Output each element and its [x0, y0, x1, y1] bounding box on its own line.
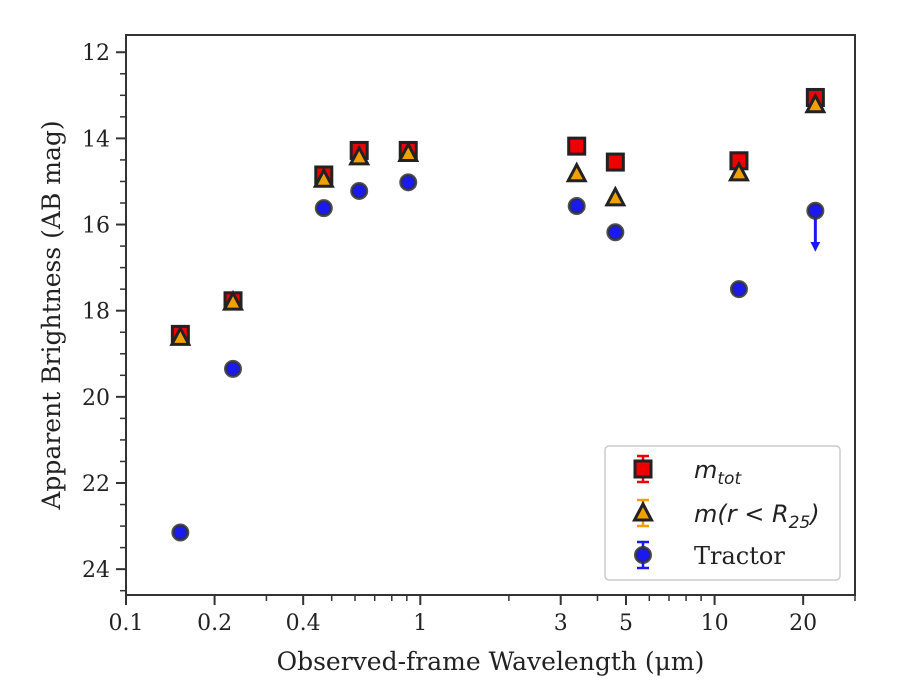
tractor-point	[806, 201, 825, 220]
x-tick-label: 0.4	[286, 611, 321, 636]
mr25-point	[804, 92, 827, 114]
mr25-point	[397, 141, 420, 162]
tractor-point	[171, 523, 190, 542]
y-tick-label: 14	[82, 127, 110, 152]
x-tick-label: 0.1	[109, 611, 144, 636]
x-tick-label: 10	[701, 611, 729, 636]
y-tick-label: 22	[82, 472, 110, 497]
tractor-point	[350, 181, 369, 200]
mr25-point	[312, 167, 335, 188]
y-axis-label: Apparent Brightness (AB mag)	[37, 120, 66, 510]
x-axis-label: Observed-frame Wavelength (μm)	[277, 647, 705, 676]
tractor-point	[729, 280, 748, 299]
mr25-point	[604, 185, 627, 207]
mtot-point	[605, 152, 625, 172]
x-tick-label: 3	[554, 611, 568, 636]
mr25-point	[565, 161, 588, 183]
tractor-point	[224, 359, 243, 378]
tractor-point	[606, 223, 625, 242]
legend-marker	[634, 546, 652, 564]
mr25-point	[348, 144, 371, 166]
mr25-point	[169, 325, 192, 346]
plot-points	[169, 87, 827, 542]
y-tick-label: 24	[82, 558, 110, 583]
mr25-point	[727, 160, 750, 182]
legend-label: Tractor	[694, 542, 785, 570]
y-tick-label: 12	[82, 41, 110, 66]
y-tick-label: 20	[82, 386, 110, 411]
x-tick-label: 5	[619, 611, 633, 636]
x-tick-label: 20	[789, 611, 817, 636]
legend-box	[604, 445, 841, 581]
tractor-point	[567, 197, 586, 216]
legend-label: m(r < R25)	[694, 500, 820, 533]
x-tick-label: 1	[413, 611, 427, 636]
tractor-point	[314, 199, 333, 218]
mtot-point	[567, 136, 587, 156]
y-tick-label: 16	[82, 214, 110, 239]
legend-marker	[633, 459, 653, 479]
legend-label: mtot	[694, 456, 742, 489]
mr25-point	[222, 289, 245, 311]
legend: mtot m(r < R25) Tractor	[604, 445, 841, 581]
plot-frame	[125, 34, 856, 596]
y-tick-label: 18	[82, 300, 110, 325]
x-axis-ticks: 0.1 0.2 0.4 1 3 5 10 20	[109, 595, 856, 636]
y-axis-ticks: 12 14 16 18 20 22 24	[82, 41, 126, 592]
tractor-point	[399, 173, 418, 192]
x-tick-label: 0.2	[197, 611, 232, 636]
legend-marker	[632, 500, 654, 522]
